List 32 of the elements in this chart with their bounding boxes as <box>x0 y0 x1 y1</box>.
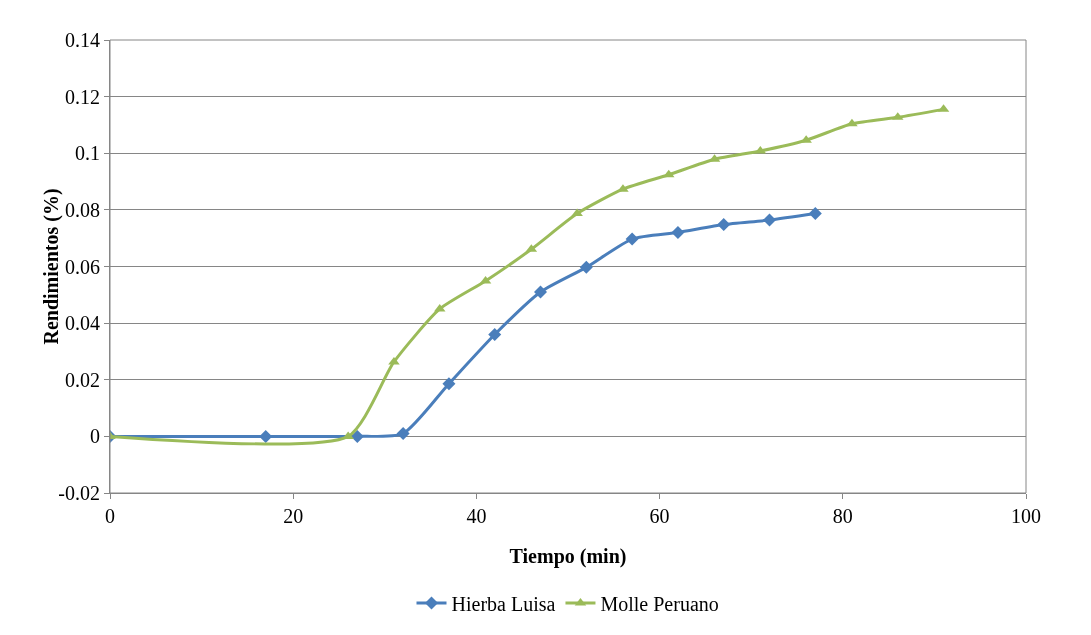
y-tick-label: -0.02 <box>58 482 100 504</box>
y-axis-title: Rendimientos (%) <box>40 188 63 345</box>
x-tick-label: 40 <box>466 505 487 527</box>
y-tick-label: 0.08 <box>65 198 100 221</box>
point <box>846 118 858 127</box>
y-tick-label: 0 <box>90 425 100 448</box>
point <box>396 427 410 441</box>
y-tick-label: 0.12 <box>65 85 100 108</box>
x-axis-title: Tiempo (min) <box>509 545 627 568</box>
y-tick-label: 0.02 <box>65 368 100 391</box>
point <box>625 232 639 246</box>
x-tick-label: 80 <box>832 505 853 527</box>
point <box>442 377 456 391</box>
legend-label: Molle Peruano <box>600 592 719 615</box>
y-tick-label: 0.14 <box>65 29 100 51</box>
point <box>763 213 777 227</box>
point <box>488 327 502 341</box>
y-tick-label: 0.04 <box>65 312 100 335</box>
point <box>808 207 822 221</box>
y-tick-label: 0.06 <box>65 255 100 278</box>
x-tick-label: 60 <box>649 505 670 527</box>
y-tick-label: 0.1 <box>75 142 100 165</box>
point <box>259 429 273 443</box>
legend-label: Hierba Luisa <box>451 592 556 615</box>
x-tick-label: 20 <box>283 505 304 527</box>
point <box>571 208 583 217</box>
x-tick-label: 0 <box>105 505 115 527</box>
x-tick-label: 100 <box>1011 505 1041 527</box>
point <box>579 260 593 274</box>
point <box>534 285 548 299</box>
point <box>671 226 685 240</box>
point <box>717 218 731 232</box>
